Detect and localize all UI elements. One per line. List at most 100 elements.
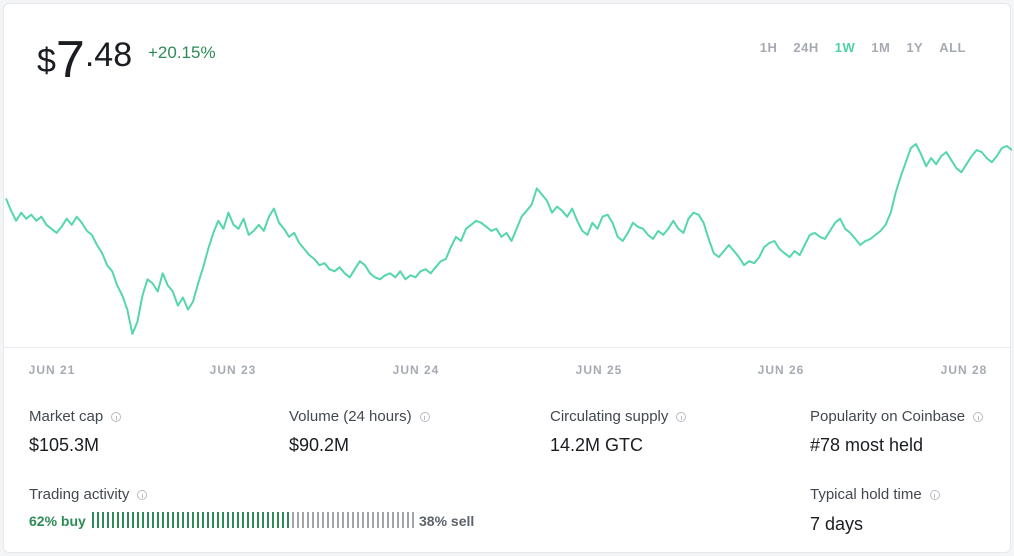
range-all[interactable]: ALL [939,40,966,55]
x-tick-label: JUN 24 [393,363,440,377]
info-icon[interactable] [929,489,940,500]
buy-tick [97,512,99,528]
sell-tick [317,512,319,528]
buy-tick [237,512,239,528]
circulating-supply-label-text: Circulating supply [550,408,669,425]
buy-tick [132,512,134,528]
market-cap-label-text: Market cap [29,408,104,425]
buy-tick [92,512,94,528]
sell-tick [337,512,339,528]
chart-axis-divider [4,347,1012,348]
sell-tick [392,512,394,528]
info-icon[interactable] [973,411,984,422]
buy-tick [192,512,194,528]
range-1y[interactable]: 1Y [906,40,924,55]
volume-value: $90.2M [289,435,350,455]
buy-tick [202,512,204,528]
buy-tick [257,512,259,528]
market-cap-value: $105.3M [29,435,100,455]
sell-tick [307,512,309,528]
info-icon[interactable] [137,489,148,500]
info-icon[interactable] [676,411,687,422]
range-24h[interactable]: 24H [793,40,819,55]
sell-tick [302,512,304,528]
price-card: $ 7 .48 +20.15% 1H 24H 1W 1M 1Y ALL JUN … [3,3,1012,553]
trading-activity-bar [92,512,414,528]
hold-time-value: 7 days [810,514,864,534]
price-line [5,143,1012,335]
price-change-percent: +20.15% [148,43,216,62]
x-tick-label: JUN 21 [29,363,76,377]
buy-tick [157,512,159,528]
hold-time-label: Typical hold time [810,486,940,503]
circulating-supply-value: 14.2M GTC [550,435,644,455]
info-icon[interactable] [419,411,430,422]
buy-tick [212,512,214,528]
buy-tick [147,512,149,528]
range-1m[interactable]: 1M [871,40,891,55]
buy-tick [267,512,269,528]
range-1w[interactable]: 1W [834,40,856,55]
sell-tick [397,512,399,528]
sell-tick [367,512,369,528]
buy-tick [252,512,254,528]
sell-tick [342,512,344,528]
popularity-label: Popularity on Coinbase [810,408,984,425]
x-tick-label: JUN 28 [941,363,988,377]
buy-tick [272,512,274,528]
sell-tick [407,512,409,528]
sell-tick [297,512,299,528]
time-range-selector: 1H 24H 1W 1M 1Y ALL [744,40,966,55]
buy-tick [162,512,164,528]
sell-tick [377,512,379,528]
buy-tick [217,512,219,528]
price-integer: 7 [55,31,85,89]
buy-tick [107,512,109,528]
buy-tick [247,512,249,528]
buy-tick [182,512,184,528]
sell-tick [357,512,359,528]
sell-tick [327,512,329,528]
popularity-label-text: Popularity on Coinbase [810,408,966,425]
buy-tick [232,512,234,528]
price-chart[interactable]: JUN 21 JUN 23 JUN 24 JUN 25 JUN 26 JUN 28 [4,84,1012,384]
x-tick-label: JUN 25 [576,363,623,377]
buy-tick [187,512,189,528]
buy-tick [112,512,114,528]
trading-activity-label-text: Trading activity [29,486,130,503]
buy-tick [282,512,284,528]
buy-tick [177,512,179,528]
buy-tick [117,512,119,528]
range-1h[interactable]: 1H [759,40,778,55]
trading-activity-label: Trading activity [29,486,148,503]
buy-tick [227,512,229,528]
popularity-value: #78 most held [810,435,924,455]
current-price: $ 7 .48 [37,34,132,86]
sell-tick [347,512,349,528]
volume-label-text: Volume (24 hours) [289,408,412,425]
market-cap-label: Market cap [29,408,122,425]
x-tick-label: JUN 23 [210,363,257,377]
buy-tick [197,512,199,528]
sell-tick [372,512,374,528]
buy-tick [172,512,174,528]
hold-time-label-text: Typical hold time [810,486,922,503]
info-icon[interactable] [111,411,122,422]
sell-tick [402,512,404,528]
buy-tick [102,512,104,528]
buy-percentage: 62% buy [29,513,86,529]
sell-tick [332,512,334,528]
price-decimal: .48 [84,36,133,74]
sell-tick [312,512,314,528]
buy-tick [262,512,264,528]
buy-tick [222,512,224,528]
sell-tick [352,512,354,528]
circulating-supply-label: Circulating supply [550,408,687,425]
buy-tick [207,512,209,528]
buy-tick [142,512,144,528]
sell-tick [362,512,364,528]
sell-tick [387,512,389,528]
buy-tick [152,512,154,528]
sell-tick [292,512,294,528]
buy-tick [137,512,139,528]
